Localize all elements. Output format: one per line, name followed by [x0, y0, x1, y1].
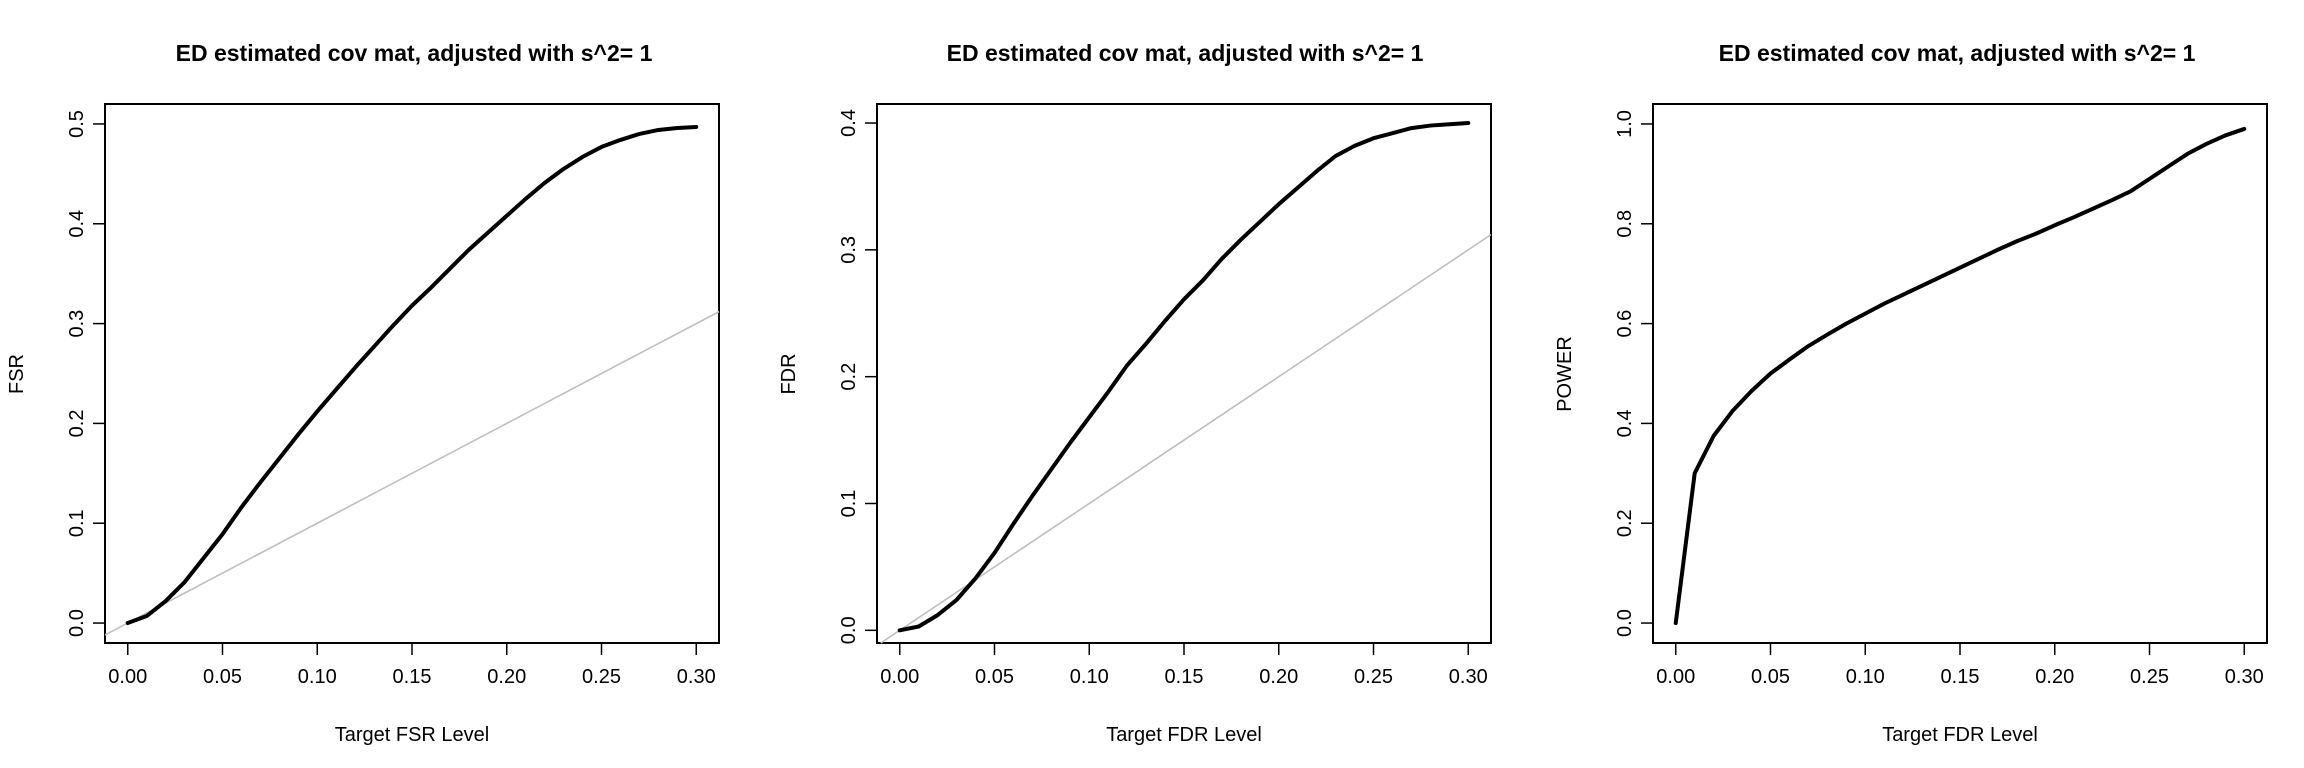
panel-power: ED estimated cov mat, adjusted with s^2=…: [1554, 40, 2268, 746]
y-tick-label: 0.8: [1614, 210, 1636, 238]
x-tick-label: 0.15: [1165, 666, 1204, 688]
y-tick-label: 0.3: [838, 236, 860, 264]
x-ticks: 0.00 0.05 0.10 0.15 0.20 0.25 0.30: [1656, 643, 2264, 688]
x-tick-label: 0.25: [582, 666, 621, 688]
y-tick-label: 0.3: [66, 310, 88, 338]
y-tick-label: 0.2: [66, 410, 88, 438]
y-tick-label: 0.1: [838, 490, 860, 518]
chart-title: ED estimated cov mat, adjusted with s^2=…: [947, 40, 1424, 66]
x-tick-label: 0.30: [1449, 666, 1488, 688]
y-tick-label: 0.0: [1614, 609, 1636, 637]
y-tick-label: 0.1: [66, 509, 88, 537]
x-tick-label: 0.20: [1259, 666, 1298, 688]
x-tick-label: 0.30: [677, 666, 716, 688]
y-tick-label: 0.6: [1614, 310, 1636, 338]
x-tick-label: 0.20: [2035, 666, 2074, 688]
x-ticks: 0.00 0.05 0.10 0.15 0.20 0.25 0.30: [108, 643, 716, 688]
x-tick-label: 0.20: [487, 666, 526, 688]
x-tick-label: 0.25: [1354, 666, 1393, 688]
y-tick-label: 0.0: [66, 609, 88, 637]
x-tick-label: 0.15: [393, 666, 432, 688]
x-tick-label: 0.05: [975, 666, 1014, 688]
x-tick-label: 0.25: [2130, 666, 2169, 688]
chart-title: ED estimated cov mat, adjusted with s^2=…: [176, 40, 653, 66]
x-tick-label: 0.05: [1751, 666, 1790, 688]
x-tick-label: 0.30: [2225, 666, 2264, 688]
x-tick-label: 0.10: [1070, 666, 1109, 688]
y-tick-label: 0.5: [66, 110, 88, 138]
y-ticks: 0.0 0.2 0.4 0.6 0.8 1.0: [1614, 110, 1653, 637]
panel-fsr: ED estimated cov mat, adjusted with s^2=…: [6, 40, 720, 746]
y-tick-label: 0.2: [838, 363, 860, 391]
y-ticks: 0.0 0.1 0.2 0.3 0.4: [838, 109, 877, 644]
y-ticks: 0.0 0.1 0.2 0.3 0.4 0.5: [66, 110, 105, 637]
x-tick-label: 0.15: [1941, 666, 1980, 688]
x-tick-label: 0.00: [108, 666, 147, 688]
y-tick-label: 1.0: [1614, 110, 1636, 138]
x-tick-label: 0.10: [298, 666, 337, 688]
y-tick-label: 0.4: [66, 210, 88, 238]
panel-fdr: ED estimated cov mat, adjusted with s^2=…: [778, 40, 1492, 746]
x-tick-label: 0.00: [1656, 666, 1695, 688]
x-axis-label: Target FSR Level: [335, 724, 490, 746]
y-tick-label: 0.4: [838, 109, 860, 137]
chart-title: ED estimated cov mat, adjusted with s^2=…: [1719, 40, 2196, 66]
x-tick-label: 0.05: [203, 666, 242, 688]
x-tick-label: 0.00: [880, 666, 919, 688]
y-tick-label: 0.4: [1614, 410, 1636, 438]
y-axis-label: FSR: [6, 354, 28, 394]
x-axis-label: Target FDR Level: [1882, 724, 2038, 746]
y-tick-label: 0.0: [838, 616, 860, 644]
y-axis-label: POWER: [1554, 336, 1576, 412]
y-tick-label: 0.2: [1614, 509, 1636, 537]
y-axis-label: FDR: [778, 353, 800, 394]
x-ticks: 0.00 0.05 0.10 0.15 0.20 0.25 0.30: [880, 643, 1488, 688]
x-axis-label: Target FDR Level: [1106, 724, 1262, 746]
reference-line: [880, 233, 1492, 644]
x-tick-label: 0.10: [1846, 666, 1885, 688]
reference-line: [104, 310, 720, 636]
